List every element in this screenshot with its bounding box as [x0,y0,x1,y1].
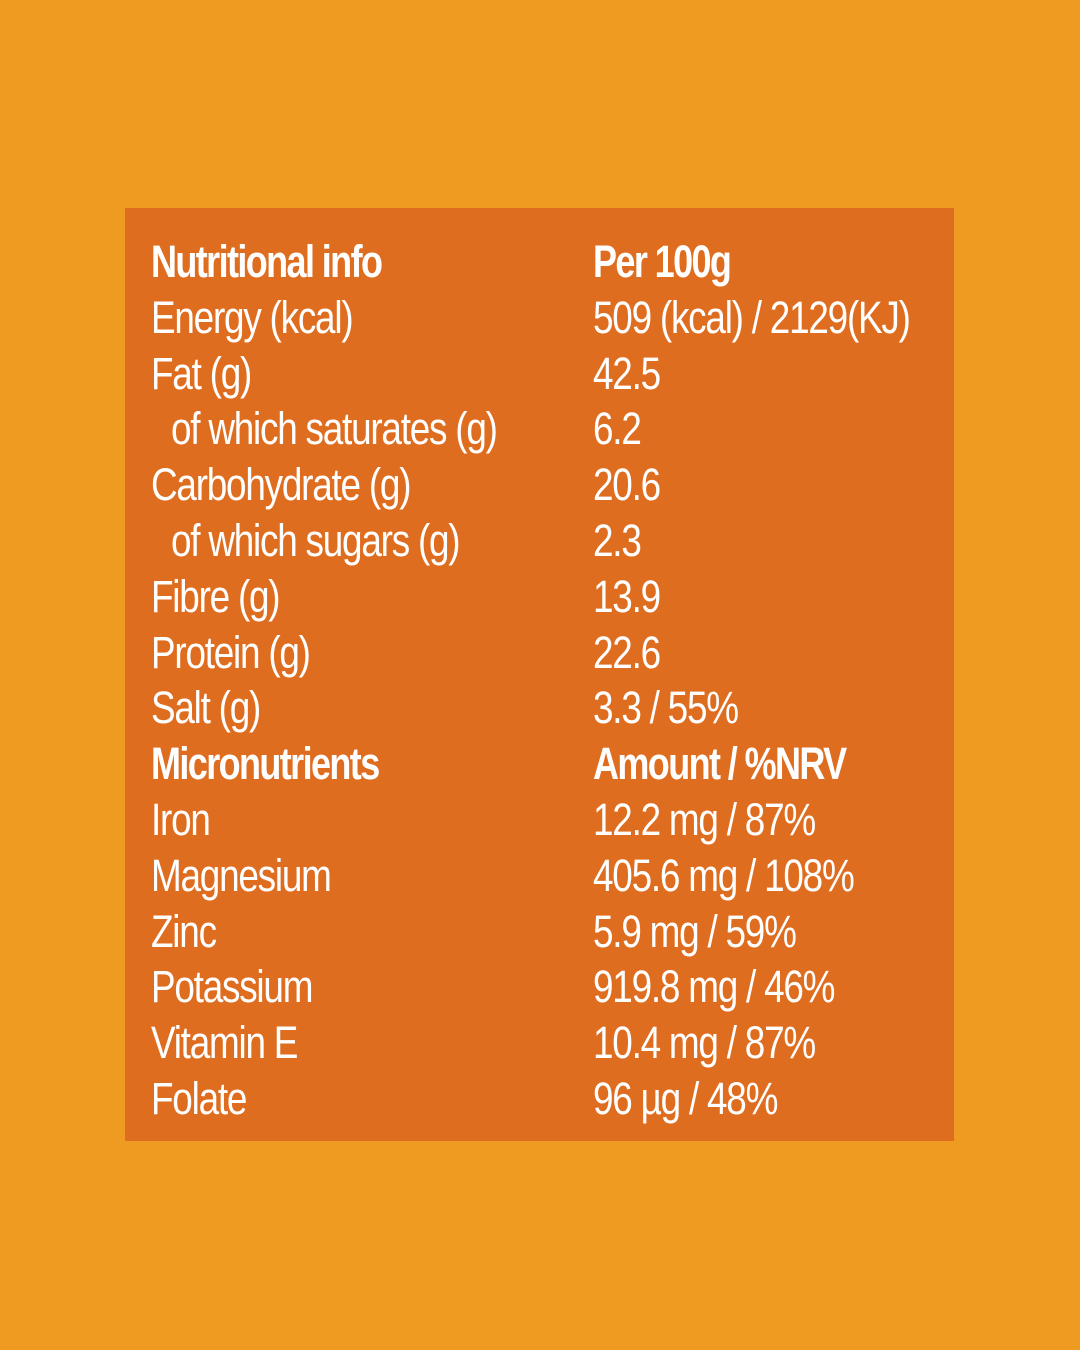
table-row-folate: Folate 96 µg / 48% [151,1071,941,1127]
nutrient-label: Protein (g) [151,626,311,678]
table-row-fibre: Fibre (g) 13.9 [151,569,941,625]
nutrient-value: 509 (kcal) / 2129(KJ) [593,291,911,343]
table-row-fat: Fat (g) 42.5 [151,346,941,402]
nutrient-value: 6.2 [593,403,642,455]
nutrient-label: Vitamin E [151,1017,298,1069]
column-header-per-100g: Per 100g [593,236,732,287]
nutrient-value: 12.2 mg / 87% [593,793,816,845]
nutrient-label: Energy (kcal) [151,291,354,343]
table-row-iron: Iron 12.2 mg / 87% [151,792,941,848]
table-row-potassium: Potassium 919.8 mg / 46% [151,959,941,1015]
table-row-carbohydrate: Carbohydrate (g) 20.6 [151,457,941,513]
nutrient-label: Carbohydrate (g) [151,459,411,511]
nutrient-value: 13.9 [593,570,661,622]
table-row-salt: Salt (g) 3.3 / 55% [151,680,941,736]
column-header-nutrient: Nutritional info [151,236,383,287]
nutrient-value: 5.9 mg / 59% [593,905,797,957]
nutrient-value: 22.6 [593,626,661,678]
nutrient-label: Magnesium [151,849,332,901]
nutrient-label: Salt (g) [151,682,261,734]
table-row-saturates: of which saturates (g) 6.2 [151,401,941,457]
nutrient-value: 42.5 [593,347,661,399]
nutrient-value: 20.6 [593,459,661,511]
table-row-sugars: of which sugars (g) 2.3 [151,513,941,569]
table-row-magnesium: Magnesium 405.6 mg / 108% [151,848,941,904]
nutrient-label: Fibre (g) [151,570,281,622]
nutrient-sublabel: of which sugars (g) [171,514,461,566]
micronutrients-header-row: Micronutrients Amount / %NRV [151,736,941,792]
nutrition-table: Nutritional info Per 100g Energy (kcal) … [151,234,941,1127]
nutrient-value: 405.6 mg / 108% [593,849,855,901]
nutrient-label: Iron [151,793,211,845]
nutrient-label: Zinc [151,905,217,957]
table-row-zinc: Zinc 5.9 mg / 59% [151,904,941,960]
nutrient-value: 10.4 mg / 87% [593,1017,816,1069]
nutrient-value: 3.3 / 55% [593,682,739,734]
column-header-amount-nrv: Amount / %NRV [593,738,847,790]
nutrient-value: 96 µg / 48% [593,1072,778,1124]
nutrient-label: Potassium [151,961,313,1013]
table-row-vitamin-e: Vitamin E 10.4 mg / 87% [151,1015,941,1071]
table-row-protein: Protein (g) 22.6 [151,625,941,681]
nutrient-value: 2.3 [593,514,642,566]
nutrient-label: Folate [151,1072,247,1124]
table-header-row: Nutritional info Per 100g [151,234,941,290]
nutrient-sublabel: of which saturates (g) [171,403,498,455]
nutrition-panel: Nutritional info Per 100g Energy (kcal) … [125,208,954,1141]
nutrient-value: 919.8 mg / 46% [593,961,835,1013]
column-header-micronutrients: Micronutrients [151,738,380,790]
nutrient-label: Fat (g) [151,347,252,399]
table-row-energy: Energy (kcal) 509 (kcal) / 2129(KJ) [151,290,941,346]
